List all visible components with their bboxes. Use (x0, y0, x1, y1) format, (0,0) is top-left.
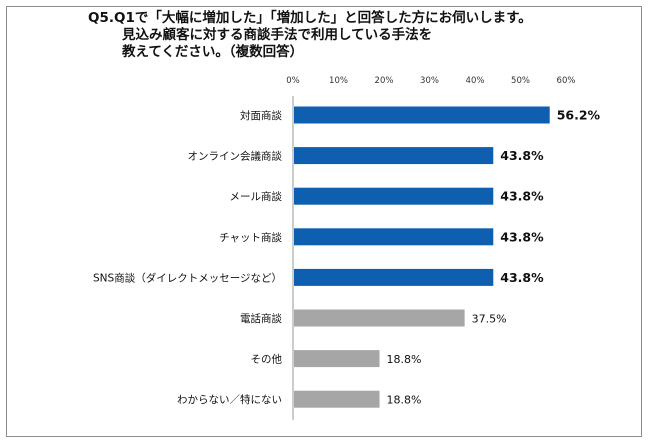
data-label: 43.8% (500, 189, 544, 204)
x-tick-label: 10% (329, 76, 348, 86)
x-tick-label: 50% (511, 76, 530, 86)
bar (294, 147, 494, 165)
bar (294, 268, 494, 286)
data-label: 56.2% (557, 108, 601, 123)
category-label: その他 (251, 353, 283, 366)
category-label: チャット商談 (219, 231, 282, 244)
category-label: オンライン会議商談 (188, 150, 283, 163)
bar (294, 187, 494, 205)
category-label: SNS商談（ダイレクトメッセージなど） (93, 271, 282, 284)
data-label: 37.5% (472, 313, 507, 326)
category-label: 電話商談 (240, 312, 282, 325)
bar (294, 228, 494, 246)
bar (294, 390, 380, 408)
data-label: 43.8% (500, 270, 544, 285)
chart-title: Q5.Q1で「大幅に増加した」「増加した」と回答した方にお伺いします。 見込み顧… (88, 10, 532, 61)
title-line-1: Q5.Q1で「大幅に増加した」「増加した」と回答した方にお伺いします。 (88, 10, 532, 26)
data-label: 18.8% (387, 394, 422, 407)
title-line-2: 見込み顧客に対する商談手法で利用している手法を (122, 27, 433, 43)
bar (294, 106, 550, 124)
data-label: 43.8% (500, 229, 544, 244)
data-label: 43.8% (500, 148, 544, 163)
category-label: わからない／特にない (177, 394, 282, 406)
x-tick-label: 30% (420, 76, 439, 86)
title-line-3: 教えてください。（複数回答） (122, 44, 304, 60)
data-label: 18.8% (387, 353, 422, 366)
x-tick-label: 40% (466, 76, 485, 86)
category-label: メール商談 (230, 190, 283, 203)
category-label: 対面商談 (240, 109, 282, 122)
x-tick-label: 20% (375, 76, 394, 86)
x-tick-label: 60% (557, 76, 576, 86)
bar (294, 309, 465, 327)
x-tick-label: 0% (286, 76, 300, 86)
bar (294, 350, 380, 368)
